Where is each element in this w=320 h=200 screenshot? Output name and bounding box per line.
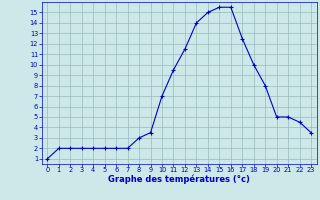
- X-axis label: Graphe des températures (°c): Graphe des températures (°c): [108, 175, 250, 184]
